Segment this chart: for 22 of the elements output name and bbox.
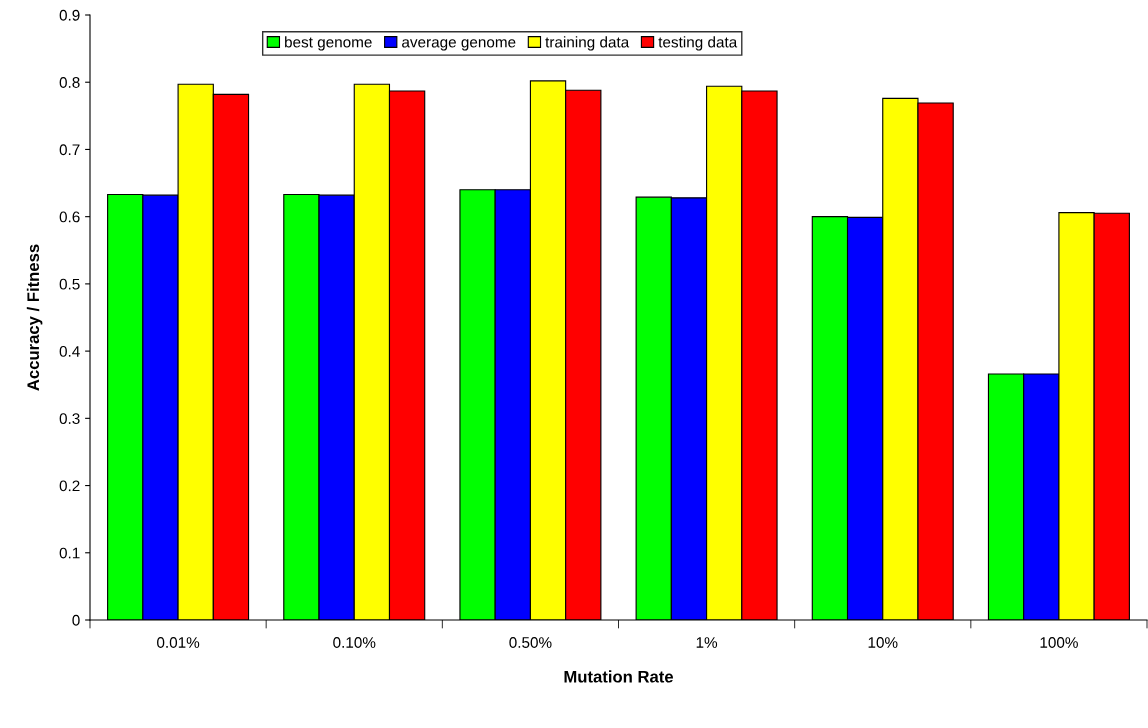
y-tick-label: 0.4 — [59, 345, 80, 357]
x-tick-label: 10% — [868, 637, 898, 648]
y-tick-label: 0.5 — [59, 278, 80, 290]
y-axis-title: Accuracy / Fitness — [26, 244, 43, 391]
legend-label: best genome — [285, 36, 372, 51]
x-tick-label: 0.10% — [333, 637, 376, 648]
x-tick-label: 1% — [696, 637, 718, 648]
x-tick-label: 0.01% — [157, 637, 200, 648]
y-tick-label: 0.6 — [59, 211, 80, 223]
legend-label: average genome — [402, 39, 516, 51]
y-tick-label: 0 — [72, 614, 80, 626]
x-tick-label: 100% — [1040, 637, 1078, 648]
y-tick-label: 0.7 — [59, 144, 80, 156]
y-tick-label: 0.3 — [59, 413, 80, 425]
y-tick-label: 0.8 — [59, 77, 80, 88]
legend-label: training data — [545, 36, 630, 51]
y-tick-label: 0.9 — [59, 9, 80, 21]
y-tick-label: 0.2 — [59, 480, 80, 492]
y-tick-label: 0.1 — [59, 547, 80, 559]
x-axis-title: Mutation Rate — [564, 670, 674, 683]
legend-label: testing data — [658, 36, 738, 51]
x-tick-label: 0.50% — [509, 637, 552, 648]
